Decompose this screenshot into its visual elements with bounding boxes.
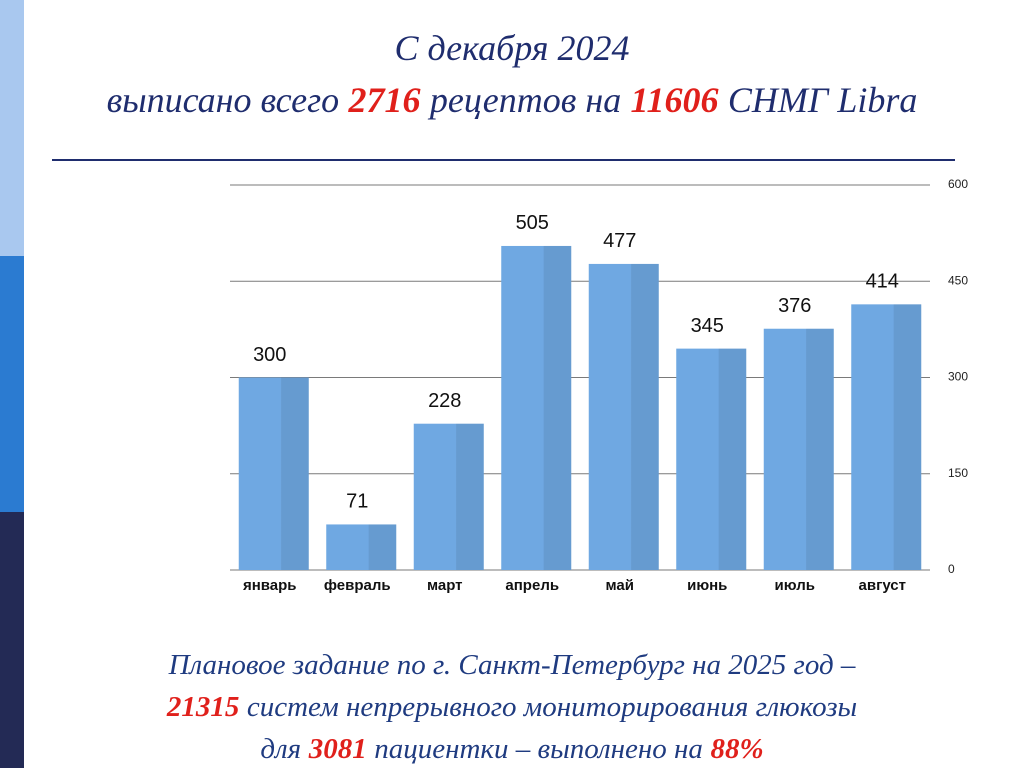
text: для — [260, 733, 302, 765]
bar-shade — [676, 348, 747, 570]
text: СНМГ Libra — [727, 80, 918, 120]
bar-shade — [238, 377, 309, 570]
value-label: 71 — [346, 491, 368, 513]
text: С декабря 2024 — [394, 28, 630, 68]
x-tick-label: февраль — [324, 577, 391, 594]
bar-shade — [851, 304, 922, 570]
chart: 0 150 300 450 600 300 январь 71 февраль 228 март 50… — [52, 159, 968, 594]
highlight-text: 3081 — [308, 733, 367, 765]
x-tick-label: август — [859, 577, 906, 594]
bar-shade — [763, 328, 834, 570]
text-line: С декабря 2024 — [40, 22, 984, 74]
text: рецептов на — [429, 80, 622, 120]
text: Плановое задание по г. Санкт-Петербург н… — [168, 649, 856, 681]
value-label: 345 — [691, 315, 724, 337]
x-tick-label: январь — [243, 577, 297, 594]
value-label: 477 — [603, 230, 636, 252]
value-label: 300 — [253, 344, 286, 366]
bar-shade — [501, 245, 572, 571]
highlight-text: 2716 — [348, 80, 421, 120]
y-tick-label: 450 — [948, 273, 968, 287]
y-tick-label: 150 — [948, 466, 968, 480]
bar-shade — [413, 423, 484, 570]
text-line: для 3081 пациентки – выполнено на 88% — [40, 728, 984, 770]
x-tick-label: апрель — [505, 577, 559, 594]
highlight-text: 88% — [710, 733, 764, 765]
y-tick-label: 0 — [948, 562, 955, 576]
highlight-text: 21315 — [166, 691, 240, 723]
value-label: 376 — [778, 295, 811, 317]
x-tick-label: май — [606, 577, 634, 594]
bar-shade — [588, 263, 659, 570]
x-tick-label: июнь — [687, 577, 727, 594]
text-line: 21315 систем непрерывного мониторирования… — [40, 686, 984, 728]
highlight-text: 11606 — [630, 80, 719, 120]
text: систем непрерывного мониторирования глюк… — [246, 691, 858, 723]
bar-shade — [326, 524, 397, 570]
text: пациентки – выполнено на — [374, 733, 703, 765]
header: С декабря 2024 выписано всего 2716 рецептов… — [40, 22, 984, 126]
stripe — [0, 0, 24, 256]
text-line: выписано всего 2716 рецептов на 11606 СНМГ L… — [40, 74, 984, 126]
stripe — [0, 256, 24, 512]
value-label: 505 — [516, 212, 549, 234]
footer: Плановое задание по г. Санкт-Петербург н… — [40, 644, 984, 770]
y-tick-label: 600 — [948, 177, 968, 191]
x-tick-label: март — [427, 577, 463, 594]
value-label: 414 — [866, 271, 899, 293]
text: выписано всего — [106, 80, 340, 120]
stripe — [0, 512, 24, 768]
x-tick-label: июль — [775, 577, 815, 594]
y-tick-label: 300 — [948, 370, 968, 384]
value-label: 228 — [428, 390, 461, 412]
text-line: Плановое задание по г. Санкт-Петербург н… — [40, 644, 984, 686]
